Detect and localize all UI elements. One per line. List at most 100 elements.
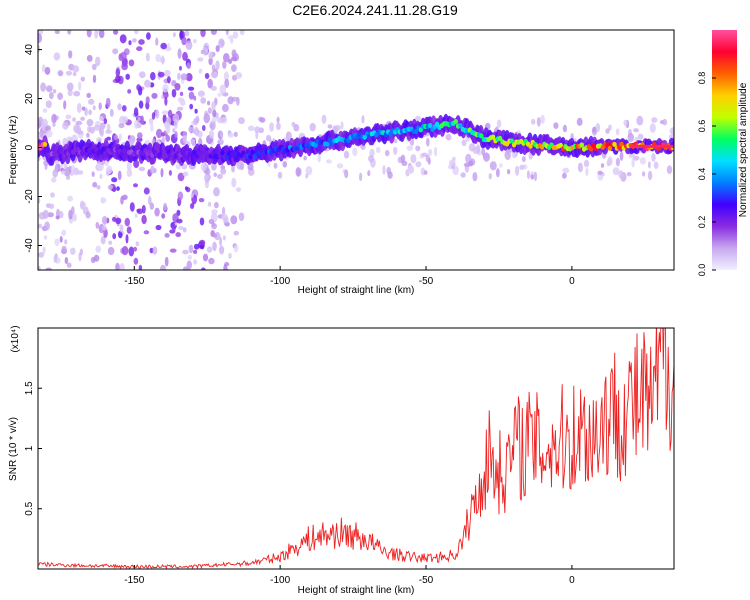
spectrogram-blob (208, 257, 215, 265)
spectrogram-blob (406, 145, 414, 151)
spectrogram-blob (126, 226, 132, 234)
spectrogram-blob (562, 172, 567, 179)
x-tick-label: -150 (124, 276, 144, 287)
spectrogram-ridge-core (453, 118, 458, 125)
spectrogram-blob (360, 144, 366, 150)
spectrogram-blob (214, 201, 219, 209)
spectrogram-blob (54, 30, 60, 35)
spectrogram-blob (631, 157, 635, 168)
spectrogram-blob (136, 122, 142, 129)
spectrogram-blob (448, 159, 456, 167)
spectrogram-blob (43, 235, 48, 240)
spectrogram-blob (156, 128, 163, 139)
spectrogram-blob (181, 36, 187, 46)
spectrogram-blob (393, 138, 398, 143)
spectrogram-blob (203, 42, 210, 52)
spectrogram-blob (642, 171, 646, 177)
spectrogram-blob (64, 257, 69, 264)
spectrogram-blob (211, 223, 218, 230)
spectrogram-blob (133, 107, 139, 117)
spectrogram-blob (293, 124, 300, 132)
spectrogram-blob (193, 243, 200, 250)
spectrogram-blob (121, 246, 129, 256)
spectrogram-blob (514, 165, 520, 176)
spectrogram-blob (223, 71, 229, 81)
spectrogram-blob (204, 73, 210, 79)
spectrogram-blob (75, 120, 83, 126)
spectrogram-blob (49, 92, 54, 100)
colorbar-tick-label: 0.2 (697, 216, 707, 229)
spectrogram-blob (530, 174, 534, 180)
spectrogram-blob (73, 90, 81, 97)
spectrogram-blob (504, 150, 512, 160)
spectrogram-blob (96, 185, 101, 190)
spectrogram-blob (45, 85, 53, 93)
spectrogram-blob (483, 152, 490, 162)
spectrogram-blob (77, 170, 84, 175)
spectrogram-blob (576, 117, 583, 126)
spectrogram-blob (637, 133, 644, 140)
spectrogram-blob (169, 248, 177, 253)
spectrogram-blob (215, 45, 220, 53)
spectrogram-blob (68, 50, 73, 59)
spectrogram-blob (51, 176, 57, 183)
spectrogram-blob (224, 78, 230, 88)
spectrogram-blob (649, 123, 656, 133)
spectrogram-blob (361, 115, 365, 124)
spectrogram-blob (136, 208, 141, 213)
snr-y-label: SNR (10 * v/v) (8, 417, 19, 481)
spectrogram-blob (38, 197, 41, 204)
spectrogram-blob (113, 30, 119, 35)
spectrogram-blob (42, 246, 46, 254)
spectrogram-blob (334, 125, 341, 131)
spectrogram-blob (119, 115, 126, 126)
spectrogram-blob (326, 159, 332, 164)
spectrogram-blob (472, 172, 478, 182)
spectrogram-ridge-core (605, 142, 610, 148)
spectrogram-blob (177, 48, 182, 59)
spectrogram-blob (86, 92, 91, 99)
spectrogram-blob (612, 167, 620, 176)
spectrogram-blob (161, 213, 166, 219)
spectrogram-blob (277, 171, 283, 179)
spectrogram-blob (219, 84, 227, 95)
spectrogram-blob (359, 172, 363, 182)
spectrogram-blob (143, 187, 150, 195)
spectrogram-blob (94, 30, 99, 39)
spectrogram-blob (220, 168, 227, 175)
spectrogram-blob (129, 202, 135, 212)
spectrogram-blob (309, 122, 316, 132)
spectrogram-blob (135, 241, 140, 247)
spectrogram-blob (164, 96, 168, 106)
snr-line (38, 328, 674, 569)
spectrogram-blob (184, 186, 188, 191)
spectrogram-blob (72, 213, 77, 222)
spectrogram-blob (84, 107, 88, 116)
spectrogram-ridge-core (217, 153, 223, 159)
spectrogram-blob (115, 262, 120, 270)
spectrogram-blob (231, 164, 235, 173)
spectrogram-blob (585, 167, 589, 176)
spectrogram-blob (98, 116, 104, 122)
spectrogram-blob (45, 100, 52, 109)
spectrogram-blob (67, 89, 73, 97)
spectrogram-blob (317, 153, 321, 163)
spectrogram-blob (228, 58, 233, 64)
spectrogram-blob (219, 40, 225, 46)
spectrogram-blob (164, 69, 171, 77)
spectrogram-blob (79, 200, 85, 210)
spectrogram-blob (126, 168, 133, 177)
spectrogram-blob (86, 54, 93, 62)
spectrogram-blob (160, 264, 166, 270)
spectrogram-blob (92, 74, 97, 84)
spectrogram-blob (127, 89, 132, 94)
spectrogram-blob (269, 122, 274, 132)
spectrogram-blob (231, 64, 237, 72)
spectrogram-blob (166, 43, 171, 51)
spectrogram-blob (171, 88, 177, 98)
spectrogram-blob (212, 233, 218, 238)
spectrogram-blob (138, 39, 145, 45)
spectrogram-blob (63, 100, 67, 110)
spectrogram-blob (202, 253, 209, 262)
spectrogram-blob (375, 146, 381, 153)
